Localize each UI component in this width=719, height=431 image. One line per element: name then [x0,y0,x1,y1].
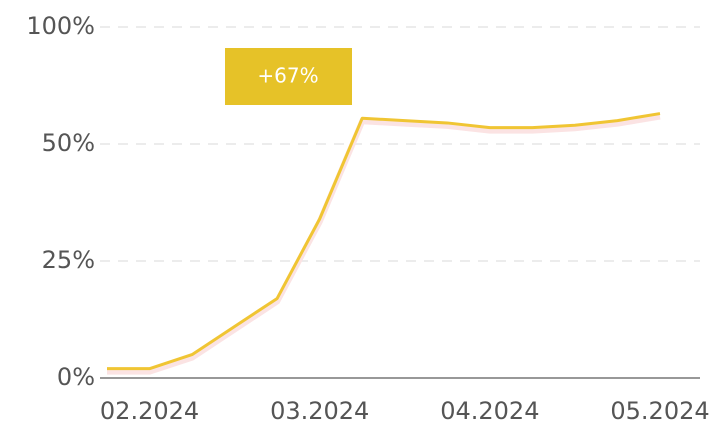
x-tick-label: 04.2024 [440,397,539,425]
line [107,112,661,371]
x-tick-label: 02.2024 [100,397,199,425]
x-tick-label: 03.2024 [270,397,369,425]
annotation: +67% [257,64,318,88]
annotation-box [225,48,352,105]
y-tick-label: 50% [42,129,95,157]
y-tick-label: 100% [26,12,95,40]
line-shadow [107,113,661,375]
y-tick-label: 25% [42,246,95,274]
x-tick-label: 05.2024 [610,397,709,425]
y-tick-label: 0% [57,363,95,391]
